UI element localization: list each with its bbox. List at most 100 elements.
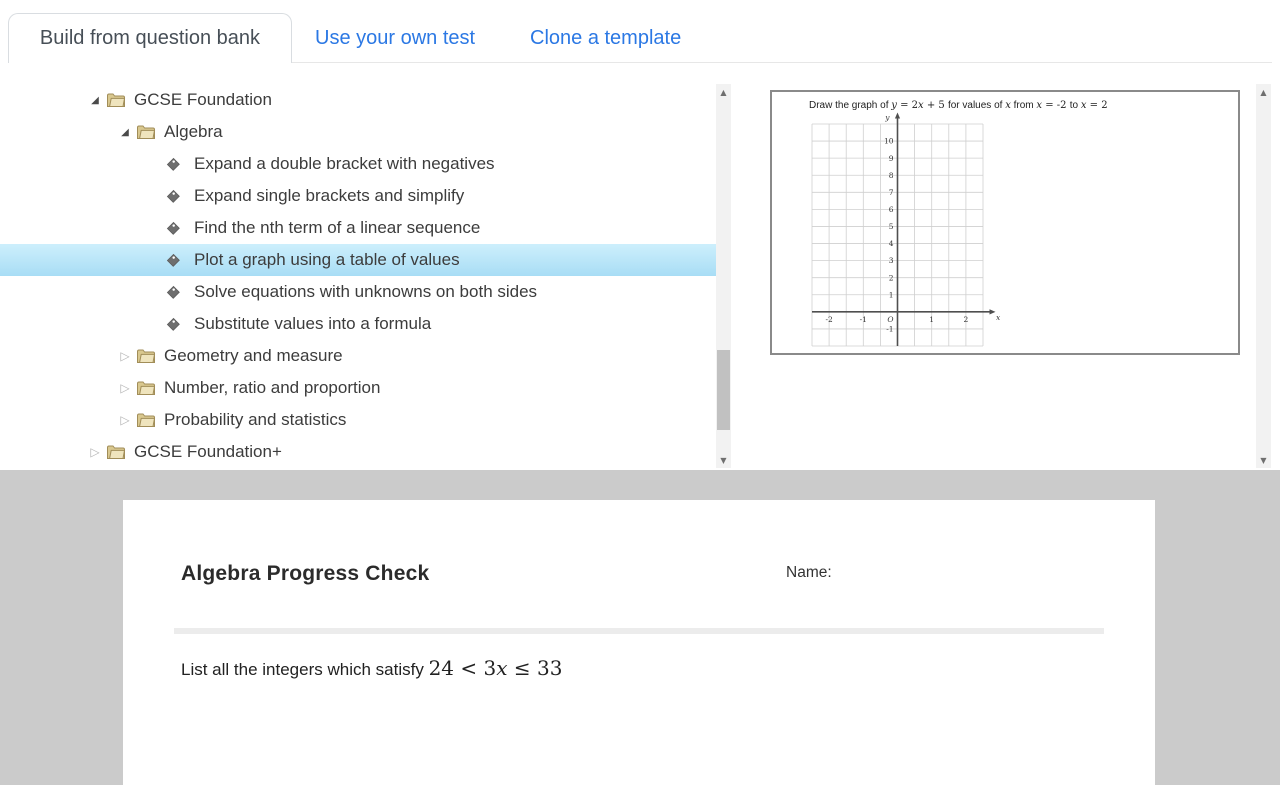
folder-icon [136, 124, 162, 140]
svg-text:5: 5 [889, 222, 894, 231]
question-math: x [1036, 100, 1043, 111]
question-math: ≤ 33 [507, 656, 563, 680]
question-text: List all the integers which satisfy [181, 660, 429, 679]
tree-item-label: Solve equations with unknowns on both si… [194, 282, 538, 301]
scroll-up-icon[interactable]: ▲ [1260, 87, 1267, 97]
tree-item-label: Probability and statistics [164, 410, 347, 429]
tab-bar-divider [292, 62, 1272, 63]
scroll-down-icon[interactable]: ▼ [1260, 455, 1267, 465]
tree-question-item[interactable]: Expand a double bracket with negatives [0, 148, 716, 180]
question-math: = 2 [896, 100, 919, 111]
svg-text:7: 7 [889, 188, 894, 197]
svg-text:9: 9 [889, 154, 894, 163]
expand-icon[interactable]: ▷ [120, 349, 130, 363]
svg-text:-2: -2 [825, 315, 833, 324]
question-text: Draw the graph of [809, 100, 892, 111]
svg-text:10: 10 [884, 137, 894, 146]
question-bank-tree-panel: ◢ GCSE Foundation ◢ Algebra Expand a double … [0, 84, 731, 468]
tag-icon [166, 285, 192, 300]
svg-text:6: 6 [889, 205, 894, 214]
tree-folder-item[interactable]: ▷ Probability and statistics [0, 404, 716, 436]
tree-folder-item[interactable]: ▷ Geometry and measure [0, 340, 716, 372]
test-paper-preview: Algebra Progress Check Name: List all th… [123, 500, 1155, 785]
tree-question-item[interactable]: Find the nth term of a linear sequence [0, 212, 716, 244]
tree-item-label: Expand a double bracket with negatives [194, 154, 495, 173]
preview-scrollbar[interactable]: ▲ ▼ [1256, 84, 1271, 468]
collapse-icon[interactable]: ◢ [121, 126, 129, 138]
expand-icon[interactable]: ▷ [120, 381, 130, 395]
tree-question-item[interactable]: Plot a graph using a table of values [0, 244, 716, 276]
expand-icon[interactable]: ▷ [120, 413, 130, 427]
tree-folder-item[interactable]: ▷ GCSE Foundation+ [0, 436, 716, 468]
tree-question-item[interactable]: Expand single brackets and simplify [0, 180, 716, 212]
tree-item-label: Find the nth term of a linear sequence [194, 218, 481, 237]
tree-item-label: Expand single brackets and simplify [194, 186, 465, 205]
tree-item-label: Number, ratio and proportion [164, 378, 381, 397]
tree-question-item[interactable]: Solve equations with unknowns on both si… [0, 276, 716, 308]
paper-question-text: List all the integers which satisfy 24 <… [181, 656, 562, 680]
tag-icon [166, 221, 192, 236]
tree-folder-item[interactable]: ◢ Algebra [0, 116, 716, 148]
svg-text:x: x [996, 313, 1001, 322]
question-math: y [891, 100, 897, 111]
svg-text:8: 8 [889, 171, 894, 180]
tree-question-item[interactable]: Substitute values into a formula [0, 308, 716, 340]
question-tree: ◢ GCSE Foundation ◢ Algebra Expand a double … [0, 84, 716, 468]
expand-icon[interactable]: ▷ [90, 445, 100, 459]
tree-item-label: Algebra [164, 122, 223, 141]
tree-folder-item[interactable]: ◢ GCSE Foundation [0, 84, 716, 116]
question-math: 24 < 3 [428, 656, 497, 680]
question-text: to [1069, 100, 1081, 111]
svg-text:4: 4 [889, 239, 894, 248]
question-math: x [918, 100, 924, 111]
tag-icon [166, 253, 192, 268]
name-label: Name: [786, 564, 832, 581]
test-title: Algebra Progress Check [181, 562, 430, 585]
collapse-icon[interactable]: ◢ [91, 94, 99, 106]
paper-divider [174, 628, 1104, 634]
question-math: = 2 [1086, 100, 1108, 111]
svg-text:y: y [884, 113, 890, 122]
question-math: = -2 [1042, 100, 1070, 111]
folder-icon [136, 380, 162, 396]
folder-icon [136, 412, 162, 428]
tag-icon [166, 317, 192, 332]
coordinate-grid: -1 1 2 3 4 5 6 7 8 9 10 -2 -1 1 2 Oy x [811, 112, 1001, 347]
tree-scrollbar-thumb[interactable] [717, 350, 730, 430]
svg-text:-1: -1 [886, 325, 893, 334]
svg-text:O: O [887, 315, 893, 324]
preview-question-text: Draw the graph of y = 2x + 5 for values … [809, 100, 1108, 111]
scroll-down-icon[interactable]: ▼ [720, 455, 727, 465]
tree-scrollbar[interactable]: ▲ ▼ [716, 84, 731, 468]
tab-use-your-own-test[interactable]: Use your own test [315, 26, 476, 49]
tree-item-label: GCSE Foundation [134, 90, 272, 109]
question-text: for values of [947, 100, 1006, 111]
svg-text:1: 1 [889, 290, 894, 299]
question-math: x [1005, 100, 1011, 111]
tree-item-label: GCSE Foundation+ [134, 442, 282, 461]
svg-text:-1: -1 [860, 315, 867, 324]
tab-bar: Build from question bank Use your own te… [0, 0, 1280, 63]
tree-item-label: Plot a graph using a table of values [194, 250, 460, 269]
tree-item-label: Geometry and measure [164, 346, 343, 365]
tab-clone-a-template[interactable]: Clone a template [530, 26, 682, 49]
tree-folder-item[interactable]: ▷ Number, ratio and proportion [0, 372, 716, 404]
test-preview-area: Algebra Progress Check Name: List all th… [0, 470, 1280, 785]
scroll-up-icon[interactable]: ▲ [720, 87, 727, 97]
question-text: from [1010, 100, 1037, 111]
folder-icon [106, 92, 132, 108]
question-math: x [496, 656, 508, 680]
svg-text:1: 1 [929, 315, 934, 324]
tag-icon [166, 157, 192, 172]
question-math: x [1080, 100, 1087, 111]
tree-item-label: Substitute values into a formula [194, 314, 432, 333]
question-math: + 5 [923, 100, 948, 111]
folder-icon [136, 348, 162, 364]
svg-text:3: 3 [889, 256, 894, 265]
tag-icon [166, 189, 192, 204]
svg-text:2: 2 [889, 273, 894, 282]
svg-text:2: 2 [964, 315, 969, 324]
tab-build-from-question-bank[interactable]: Build from question bank [8, 13, 292, 63]
question-preview-panel: Draw the graph of y = 2x + 5 for values … [770, 90, 1240, 355]
folder-icon [106, 444, 132, 460]
